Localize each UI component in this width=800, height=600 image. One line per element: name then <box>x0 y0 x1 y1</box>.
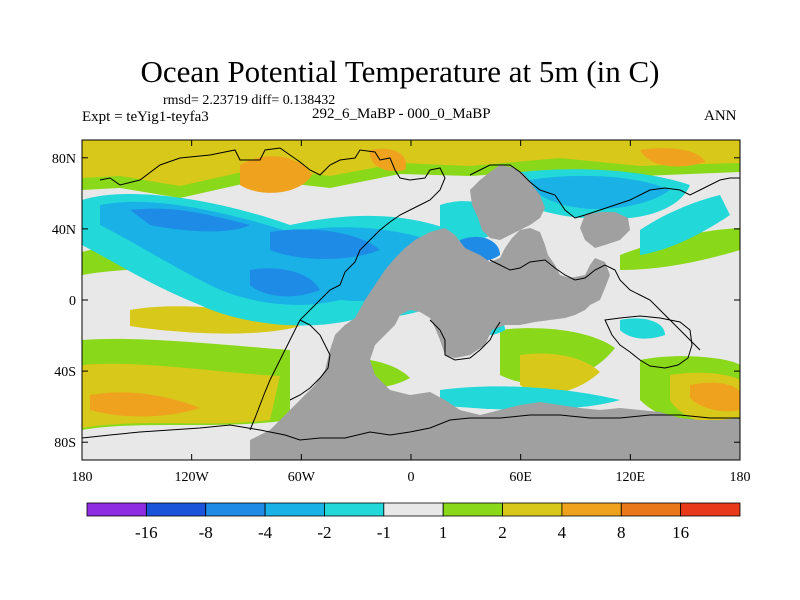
experiment-label: Expt = teYig1-teyfa3 <box>82 109 209 125</box>
mid-pacific-deep-blue <box>270 229 380 259</box>
x-tick-label: 180 <box>730 470 751 485</box>
colorbar-level-label: -16 <box>135 523 158 542</box>
coastline-eurasia <box>469 164 740 219</box>
colorbar-swatch <box>324 502 385 517</box>
x-tick-label: 60W <box>288 470 316 485</box>
land-mass-asia-east <box>580 212 630 248</box>
colorbar-swatch <box>442 502 503 517</box>
period-label: 292_6_MaBP - 000_0_MaBP <box>312 106 491 122</box>
coastline-australia <box>604 315 693 369</box>
y-tick-label: 0 <box>69 294 76 309</box>
land-mass-africa-south <box>335 320 360 355</box>
coastlines <box>82 147 740 441</box>
arctic-east-orange <box>640 148 705 167</box>
southwest-pacific-orange <box>690 382 740 412</box>
east-indian-cyan <box>620 318 665 339</box>
season-label: ANN <box>704 108 737 124</box>
colorbar-level-label: -4 <box>258 523 273 542</box>
colorbar-level-label: 4 <box>558 523 567 542</box>
arctic-orange-patch <box>369 148 406 172</box>
arctic-green-fringe <box>82 158 740 198</box>
colorbar-level-label: -1 <box>377 523 391 542</box>
north-pacific-deep-blue <box>130 208 250 232</box>
north-atlantic-warm-patch <box>240 156 312 193</box>
colorbar-level-label: 2 <box>498 523 507 542</box>
colorbar-level-label: -2 <box>317 523 331 542</box>
colorbar-level-label: 8 <box>617 523 626 542</box>
chart-title: Ocean Potential Temperature at 5m (in C) <box>140 54 660 89</box>
map-field <box>82 140 740 460</box>
colorbar-swatch <box>561 502 622 517</box>
y-tick-label: 40S <box>54 365 76 380</box>
arctic-blue <box>530 175 670 210</box>
colorbar-swatch <box>205 502 266 517</box>
y-tick-label: 80N <box>52 152 76 167</box>
colorbar: -16 -8 -4 -2 -1 1 2 4 8 16 <box>86 502 741 542</box>
southern-ocean-orange-patch <box>90 392 200 417</box>
east-pacific-deep-blue <box>250 268 320 297</box>
colorbar-swatch <box>264 502 325 517</box>
x-tick-label: 120E <box>616 470 646 485</box>
far-east-cyan <box>640 195 730 255</box>
equatorial-yellow-band <box>130 306 300 334</box>
indian-ocean-yellow <box>520 353 600 394</box>
colorbar-swatch <box>383 502 444 517</box>
y-tick-label: 40N <box>52 223 76 238</box>
southern-cyan-band <box>440 386 620 410</box>
coastline-north-america <box>99 147 446 431</box>
land-mass-west <box>250 228 740 460</box>
land-mass-north <box>470 165 545 240</box>
coastline-south-asia <box>489 259 701 351</box>
y-tick-label: 80S <box>54 436 76 451</box>
coastline-africa <box>429 319 501 361</box>
y-axis-ticks: 80N 40N 0 40S 80S <box>52 152 740 451</box>
coastline-south-polar <box>82 414 740 441</box>
colorbar-swatch <box>502 502 563 517</box>
x-tick-label: 120W <box>175 470 210 485</box>
colorbar-level-label: 16 <box>672 523 689 542</box>
colorbar-level-label: -8 <box>199 523 213 542</box>
colorbar-swatch <box>620 502 682 517</box>
colorbar-swatch <box>680 502 741 517</box>
colorbar-swatch <box>86 502 147 517</box>
rmsd-diff-stats: rmsd= 2.23719 diff= 0.138432 <box>163 93 336 108</box>
x-tick-label: 0 <box>408 470 415 485</box>
x-tick-label: 180 <box>72 470 93 485</box>
x-tick-label: 60E <box>509 470 532 485</box>
far-east-green-strip <box>620 228 740 270</box>
colorbar-level-label: 1 <box>439 523 448 542</box>
x-axis-ticks: 180 120W 60W 0 60E 120E 180 <box>72 140 751 485</box>
coastline-south-america <box>289 319 331 401</box>
colorbar-swatch <box>145 502 207 517</box>
